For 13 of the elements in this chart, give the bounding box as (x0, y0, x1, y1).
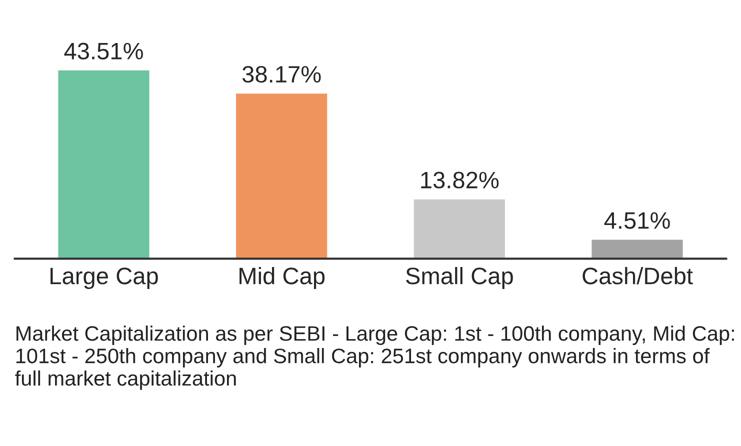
bar (412, 198, 506, 259)
bar (590, 238, 684, 259)
bar (234, 92, 329, 259)
data-label: 43.51% (64, 42, 143, 60)
x-tick-label: Large Cap (50, 268, 158, 290)
data-label: 13.82% (421, 172, 499, 188)
data-label: 38.17% (242, 66, 321, 83)
bar (56, 69, 151, 259)
x-tick-label: Cash/Debt (582, 267, 693, 284)
data-label: 4.51% (604, 212, 670, 229)
x-tick-label: Small Cap (406, 267, 513, 290)
x-tick-label: Mid Cap (240, 267, 325, 290)
text: Market Capitalization as per SEBI - Large Cap: 1st - 100th company, Mid Cap: 101st - 250th company and Small Cap: 251st company onwards in terms of full market capitalization (15, 326, 734, 390)
